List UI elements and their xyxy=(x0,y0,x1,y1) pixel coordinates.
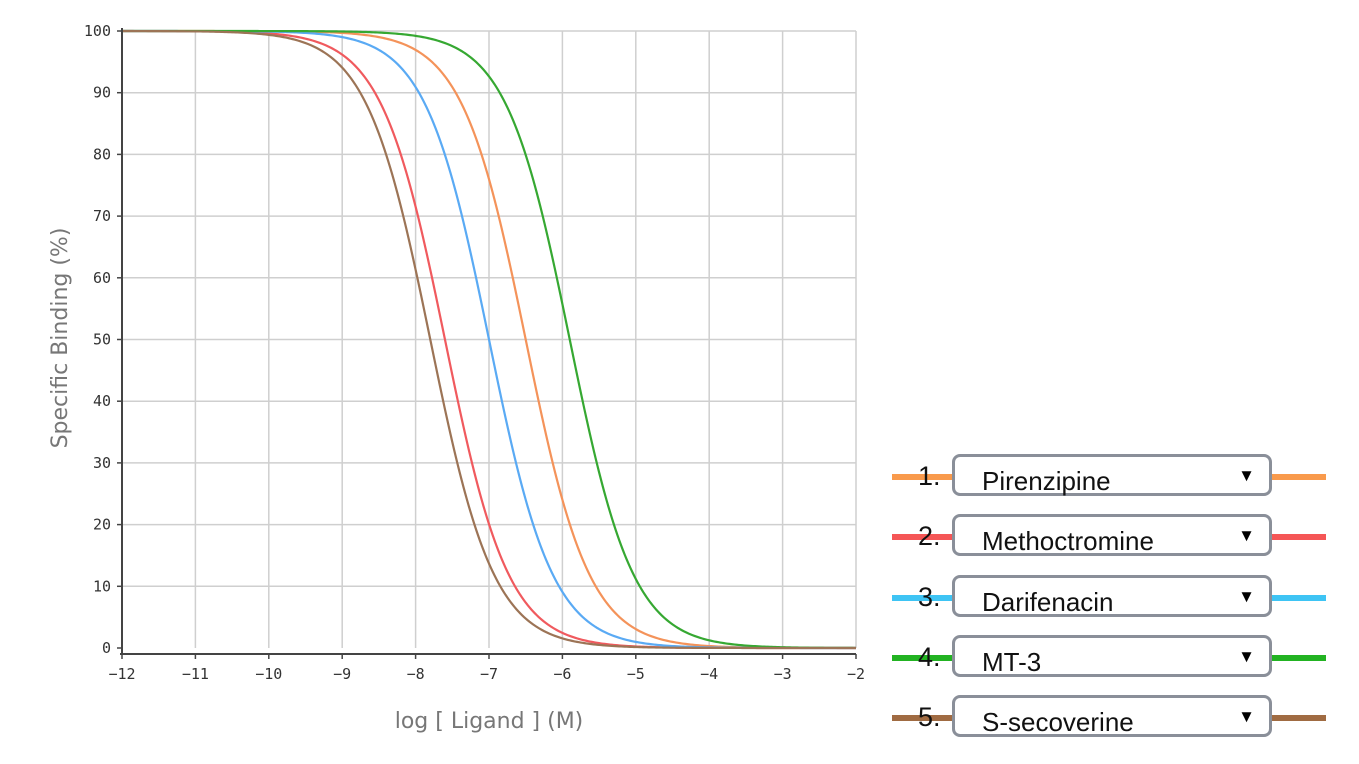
legend-number: 2. xyxy=(918,521,941,551)
dropdown-arrow-icon: ▼ xyxy=(1238,587,1255,606)
ligand-select-4[interactable]: MT-3 ▼ xyxy=(952,635,1272,677)
x-tick-label: −12 xyxy=(108,665,135,683)
legend-number: 4. xyxy=(918,642,941,672)
dropdown-arrow-icon: ▼ xyxy=(1238,466,1255,485)
y-tick-label: 90 xyxy=(93,84,111,102)
ligand-select-5[interactable]: S-secoverine ▼ xyxy=(952,695,1272,737)
legend-row-5: 5. S-secoverine ▼ xyxy=(890,693,1326,741)
y-tick-label: 50 xyxy=(93,331,111,349)
dropdown-arrow-icon: ▼ xyxy=(1238,707,1255,726)
x-tick-label: −3 xyxy=(774,665,792,683)
legend-row-2: 2. Methoctromine ▼ xyxy=(890,512,1326,560)
ligand-select-3[interactable]: Darifenacin ▼ xyxy=(952,575,1272,617)
ligand-select-value: Methoctromine xyxy=(982,526,1154,556)
legend-number: 3. xyxy=(918,582,941,612)
legend-swatch-right xyxy=(1272,655,1326,661)
x-axis-label: log [ Ligand ] (M) xyxy=(395,709,584,734)
legend-swatch-left xyxy=(892,474,956,480)
x-tick-label: −11 xyxy=(182,665,209,683)
legend-swatch-left xyxy=(892,534,956,540)
series-curves xyxy=(121,29,856,650)
legend-swatch-right xyxy=(1272,534,1326,540)
x-tick-label: −8 xyxy=(407,665,425,683)
binding-chart: −12 −11 −10 −9 −8 −7 −6 −5 −4 −3 −2 0 10 20 30 40 50 60 7… xyxy=(48,22,865,734)
axes xyxy=(117,28,857,659)
series-line-4 xyxy=(122,29,856,650)
legend-swatch-left xyxy=(892,715,956,721)
legend-swatch-left xyxy=(892,595,956,601)
ligand-select-value: MT-3 xyxy=(982,647,1042,677)
x-tick-label: −4 xyxy=(700,665,718,683)
x-tick-label: −2 xyxy=(847,665,865,683)
legend-number: 1. xyxy=(918,461,941,491)
ligand-select-1[interactable]: Pirenzipine ▼ xyxy=(952,454,1272,496)
series-line-5 xyxy=(122,29,856,650)
legend-swatch-right xyxy=(1272,715,1326,721)
y-axis-label: Specific Binding (%) xyxy=(48,228,73,449)
legend-number: 5. xyxy=(918,702,941,732)
ligand-select-value: Pirenzipine xyxy=(982,466,1111,496)
legend-swatch-left xyxy=(892,655,956,661)
y-tick-label: 100 xyxy=(84,22,111,40)
y-tick-label: 70 xyxy=(93,207,111,225)
y-tick-label: 20 xyxy=(93,516,111,534)
x-tick-label: −6 xyxy=(553,665,571,683)
legend-row-4: 4. MT-3 ▼ xyxy=(890,633,1326,681)
legend-swatch-right xyxy=(1272,474,1326,480)
y-tick-label: 30 xyxy=(93,454,111,472)
x-tick-label: −5 xyxy=(627,665,645,683)
y-tick-label: 10 xyxy=(93,577,111,595)
y-tick-label: 80 xyxy=(93,145,111,163)
ligand-select-value: S-secoverine xyxy=(982,707,1134,737)
y-tick-label: 0 xyxy=(102,639,111,657)
ligand-select-2[interactable]: Methoctromine ▼ xyxy=(952,514,1272,556)
grid-lines xyxy=(122,30,857,648)
y-tick-label: 60 xyxy=(93,269,111,287)
y-tick-labels: 0 10 20 30 40 50 60 70 80 90 100 xyxy=(84,22,111,657)
legend-swatch-right xyxy=(1272,595,1326,601)
legend-row-1: 1. Pirenzipine ▼ xyxy=(890,452,1326,500)
x-tick-labels: −12 −11 −10 −9 −8 −7 −6 −5 −4 −3 −2 xyxy=(108,665,865,683)
x-tick-label: −10 xyxy=(255,665,282,683)
ligand-select-value: Darifenacin xyxy=(982,587,1114,617)
legend-row-3: 3. Darifenacin ▼ xyxy=(890,573,1326,621)
x-tick-label: −9 xyxy=(333,665,351,683)
dropdown-arrow-icon: ▼ xyxy=(1238,647,1255,666)
dropdown-arrow-icon: ▼ xyxy=(1238,526,1255,545)
x-tick-label: −7 xyxy=(480,665,498,683)
y-tick-label: 40 xyxy=(93,392,111,410)
